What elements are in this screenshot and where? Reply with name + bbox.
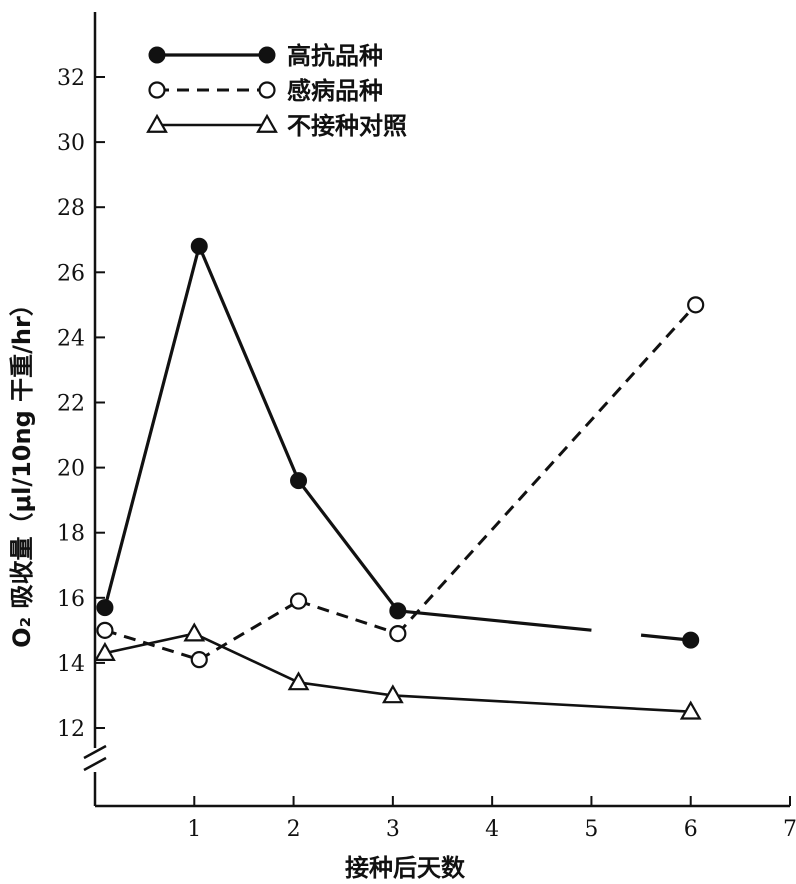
data-point [389, 625, 407, 643]
series-line-segment [197, 245, 301, 482]
series-1 [96, 296, 705, 669]
legend-item: 不接种对照 [146, 112, 407, 140]
x-tick-label: 3 [386, 817, 400, 842]
axis-break-mark [83, 756, 107, 772]
y-tick-label: 22 [57, 392, 85, 417]
series-0 [96, 237, 700, 649]
data-point [287, 671, 310, 691]
series-line-segment [397, 609, 592, 632]
data-point [258, 81, 276, 99]
legend-label: 感病品种 [287, 77, 383, 105]
data-point [389, 602, 407, 620]
x-tick-label: 6 [684, 817, 698, 842]
series-line-segment [198, 599, 300, 661]
series-line-segment [297, 479, 400, 612]
y-tick-label: 32 [57, 66, 85, 91]
x-tick-label: 7 [783, 817, 796, 842]
x-tick-label: 1 [187, 817, 201, 842]
data-point [183, 622, 206, 642]
data-point [148, 46, 166, 64]
data-point [687, 296, 705, 314]
series-line-segment [298, 681, 394, 697]
legend-item: 感病品种 [148, 77, 383, 105]
data-point [290, 472, 308, 490]
x-axis-label: 接种后天数 [345, 854, 466, 882]
legend-label: 高抗品种 [287, 42, 383, 70]
y-tick-label: 20 [57, 457, 85, 482]
data-point [96, 599, 114, 617]
y-tick-label: 14 [57, 652, 85, 677]
data-point [381, 684, 404, 704]
data-point [148, 81, 166, 99]
series-line-segment [104, 632, 195, 655]
data-point [146, 113, 168, 133]
data-point [682, 631, 700, 649]
axis-break-mark [83, 744, 107, 760]
data-point [289, 592, 308, 610]
series-2 [94, 622, 702, 720]
y-tick-label: 24 [57, 326, 85, 351]
y-tick-label: 16 [57, 587, 85, 612]
series-line-segment [193, 632, 300, 684]
series-line-segment [392, 694, 691, 714]
legend-item: 高抗品种 [148, 42, 383, 70]
x-tick-label: 5 [584, 817, 598, 842]
data-point [256, 113, 278, 133]
data-point [190, 237, 208, 255]
y-tick-label: 28 [57, 196, 85, 221]
axes [83, 12, 790, 808]
y-tick-label: 26 [57, 261, 85, 286]
data-point [258, 46, 276, 64]
y-axis-label: O₂ 吸收量（μl/10ng 干重/hr） [8, 292, 36, 648]
series-line-segment [298, 599, 399, 636]
data-point [94, 641, 116, 661]
x-tick-label: 2 [287, 817, 301, 842]
x-tick-label: 4 [485, 817, 499, 842]
data-point [679, 700, 702, 720]
series-line-segment [104, 628, 200, 662]
series-layer [94, 237, 705, 720]
legend-label: 不接种对照 [287, 112, 407, 140]
series-line-segment [396, 303, 697, 635]
data-point [190, 651, 208, 669]
data-point [96, 621, 114, 639]
y-tick-label: 12 [57, 717, 85, 742]
y-tick-label: 30 [57, 131, 85, 156]
series-line-segment [103, 245, 201, 608]
y-tick-label: 18 [57, 522, 85, 547]
